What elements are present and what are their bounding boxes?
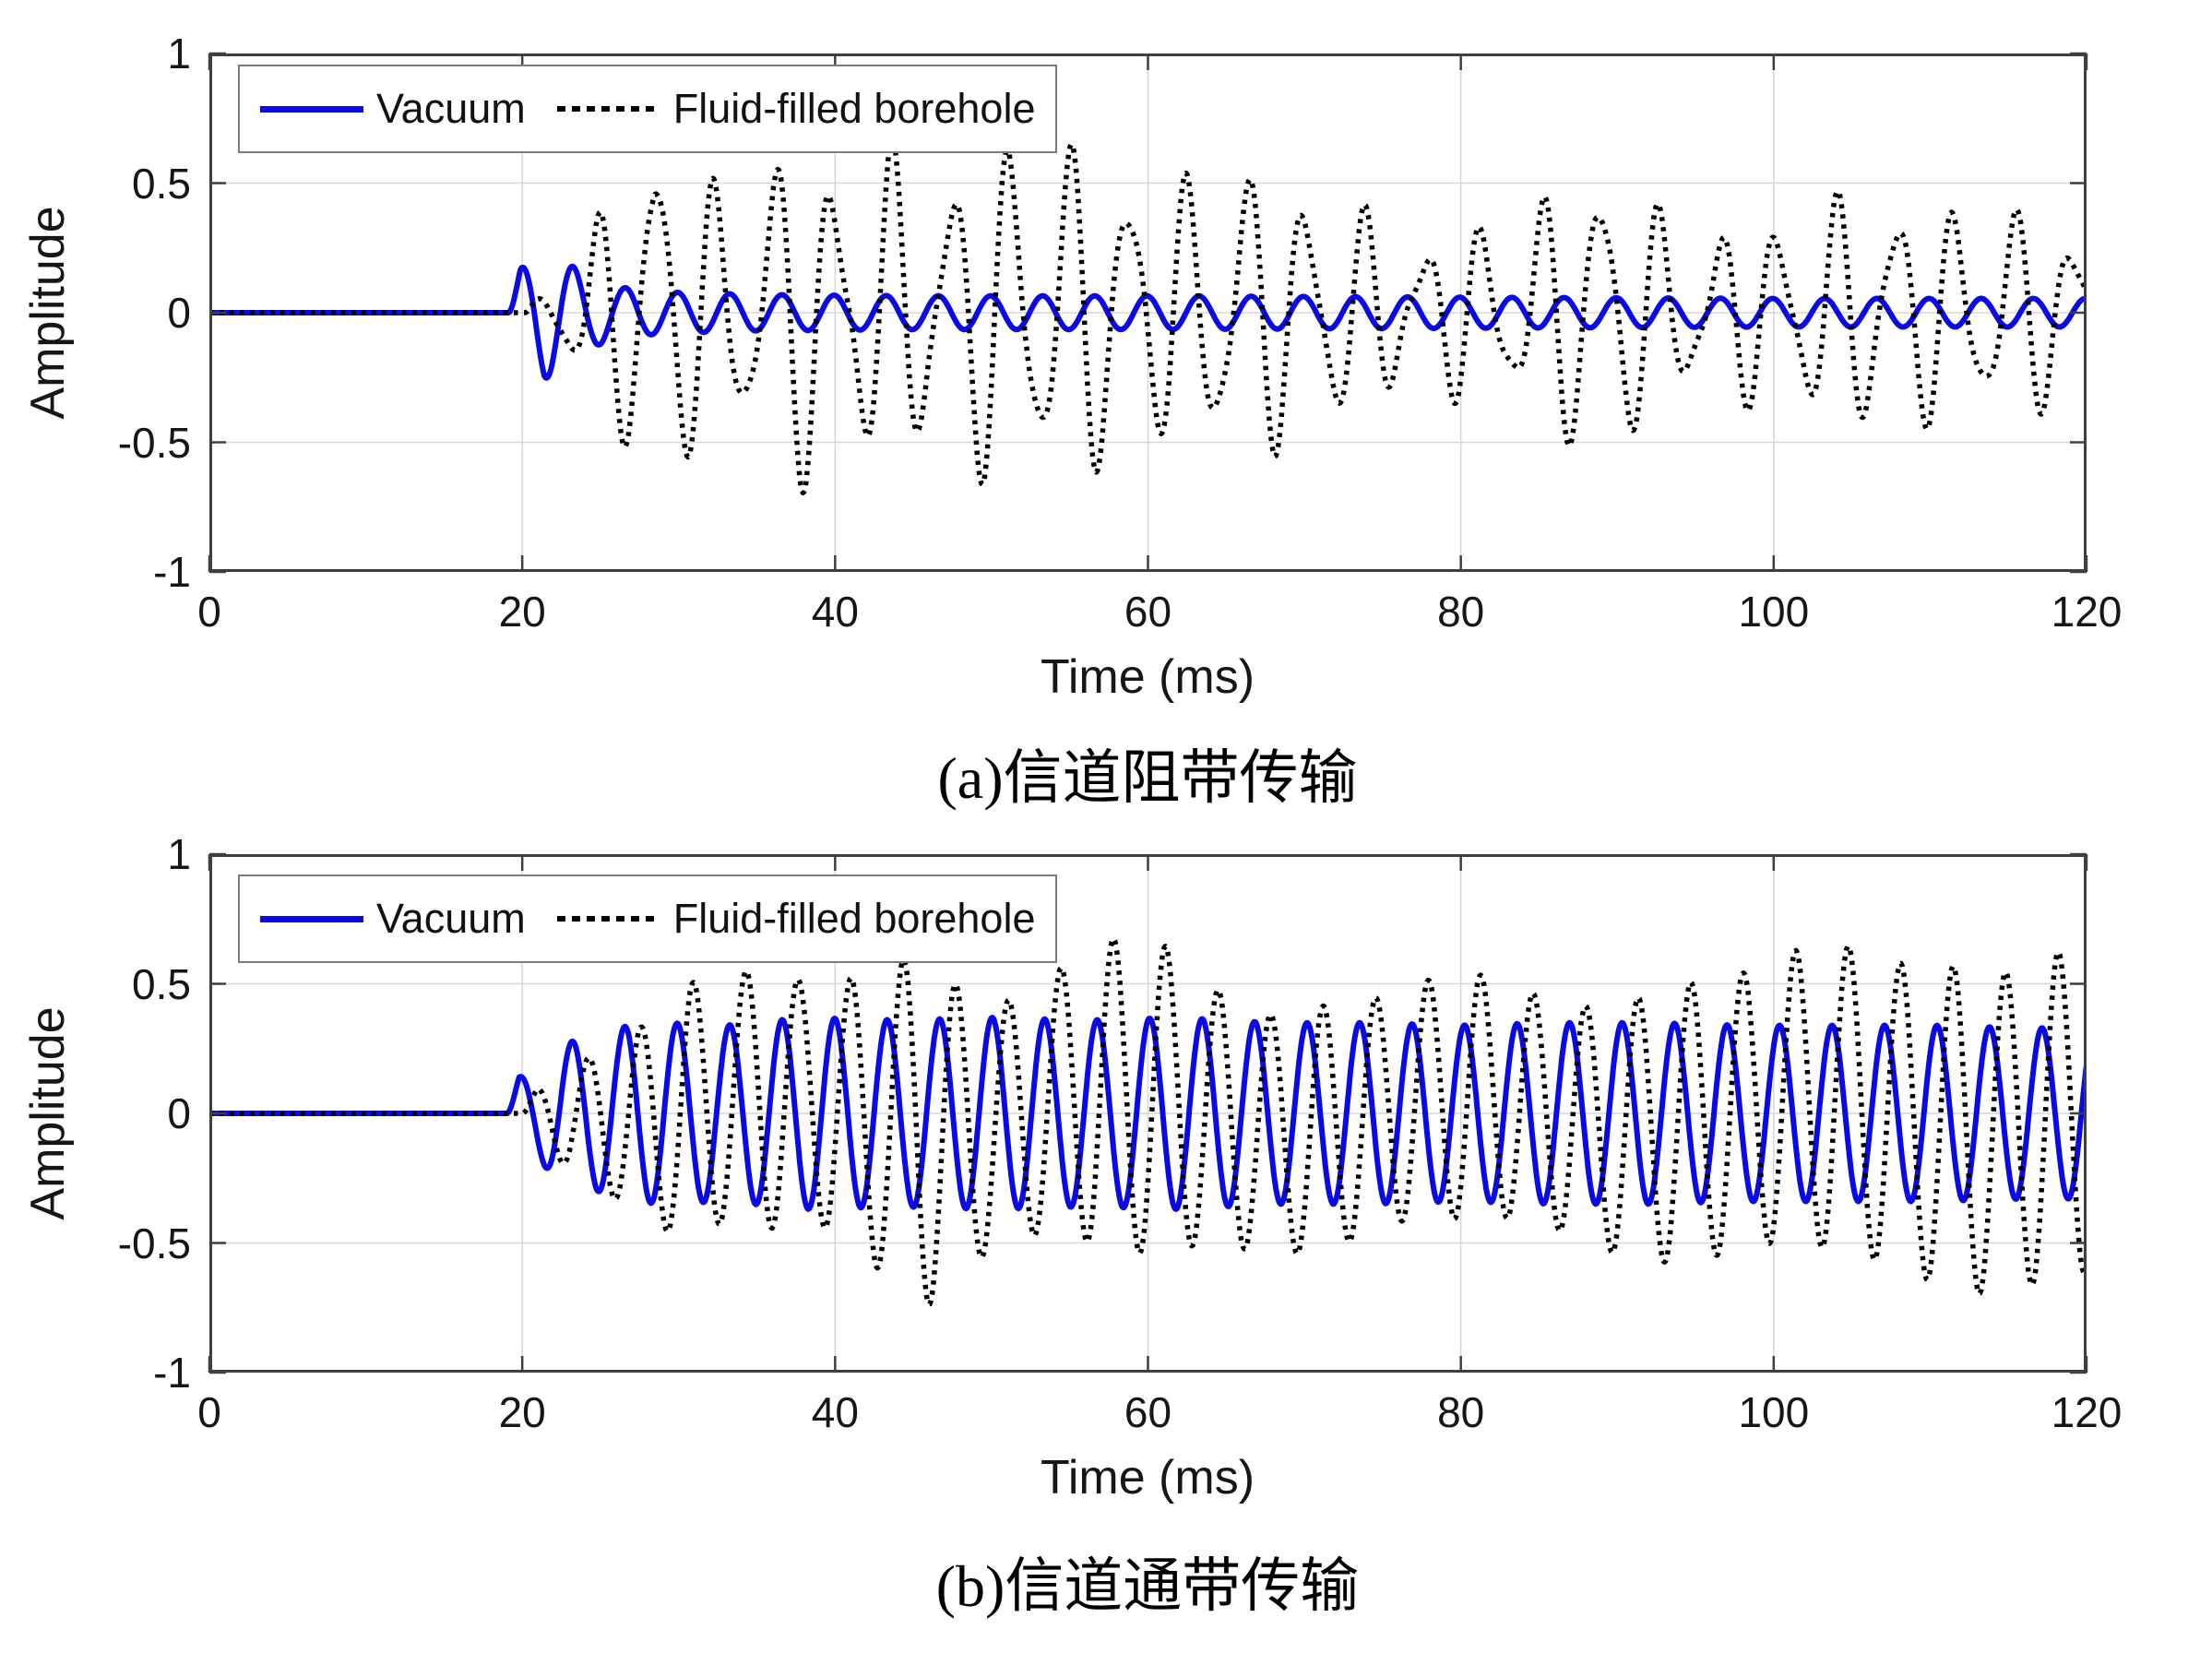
panel-a-caption: (a)信道阻带传输 (937, 731, 1357, 815)
panel-b-y-tick--1: -1 (153, 1349, 191, 1397)
legend-vacuum-line-sample (260, 105, 363, 113)
panel-b-caption-index: (b) (935, 1553, 1005, 1619)
panel-b-caption-text: 信道通带传输 (1005, 1552, 1360, 1619)
panel-a-x-axis-label: Time (ms) (1040, 650, 1255, 704)
panel-a-y-tick-0.5: 0.5 (132, 159, 191, 208)
panel-a-plot-area (208, 52, 2088, 574)
panel-a-caption-text: 信道阻带传输 (1003, 744, 1358, 811)
panel-b-x-tick-60: 60 (1124, 1388, 1172, 1436)
panel-b-legend: Vacuum Fluid-filled borehole (238, 874, 1058, 963)
panel-b-y-tick-1: 1 (167, 830, 191, 878)
panel-a-x-tick-80: 80 (1437, 588, 1485, 636)
panel-b-x-axis-label: Time (ms) (1040, 1451, 1255, 1505)
panel-a-y-tick--0.5: -0.5 (117, 418, 191, 467)
panel-a-x-tick-100: 100 (1738, 588, 1810, 636)
panel-b-x-tick-20: 20 (498, 1388, 546, 1436)
panel-a-legend: Vacuum Fluid-filled borehole (238, 65, 1058, 153)
panel-b-series-vacuum (209, 1015, 2087, 1212)
panel-a-y-tick-0: 0 (167, 289, 191, 337)
legend-vacuum-line-sample (260, 915, 363, 922)
legend-vacuum-label: Vacuum (376, 85, 526, 132)
panel-b-y-tick--0.5: -0.5 (117, 1219, 191, 1267)
panel-a-y-tick--1: -1 (153, 548, 191, 596)
panel-b-y-axis-label: Amplitude (21, 1006, 75, 1220)
panel-a-x-tick-40: 40 (811, 588, 859, 636)
panel-a-x-tick-20: 20 (498, 588, 546, 636)
legend-fluid-line-sample (556, 916, 660, 922)
panel-a-series-fluid (209, 134, 2087, 495)
legend-fluid-line-sample (556, 106, 660, 112)
panel-a-y-axis-label: Amplitude (21, 206, 75, 420)
panel-a-x-tick-120: 120 (2051, 588, 2123, 636)
legend-fluid-label: Fluid-filled borehole (672, 895, 1036, 942)
panel-b-x-tick-100: 100 (1738, 1388, 1810, 1436)
panel-b-caption: (b)信道通带传输 (936, 1539, 1360, 1623)
legend-vacuum-label: Vacuum (376, 895, 526, 942)
panel-b-y-tick-0.5: 0.5 (132, 959, 191, 1008)
panel-a-caption-index: (a) (937, 745, 1004, 811)
panel-a-x-tick-0: 0 (197, 588, 221, 636)
panel-b-y-tick-0: 0 (167, 1089, 191, 1137)
legend-fluid-label: Fluid-filled borehole (672, 85, 1036, 132)
panel-b-plot-area (208, 852, 2088, 1374)
panel-a-series-vacuum (209, 263, 2087, 381)
panel-a-y-tick-1: 1 (167, 30, 191, 77)
panel-b-x-tick-0: 0 (197, 1388, 221, 1436)
panel-b-x-tick-40: 40 (811, 1388, 859, 1436)
panel-a-x-tick-60: 60 (1124, 588, 1172, 636)
panel-b-x-tick-80: 80 (1437, 1388, 1485, 1436)
panel-b-x-tick-120: 120 (2051, 1388, 2123, 1436)
